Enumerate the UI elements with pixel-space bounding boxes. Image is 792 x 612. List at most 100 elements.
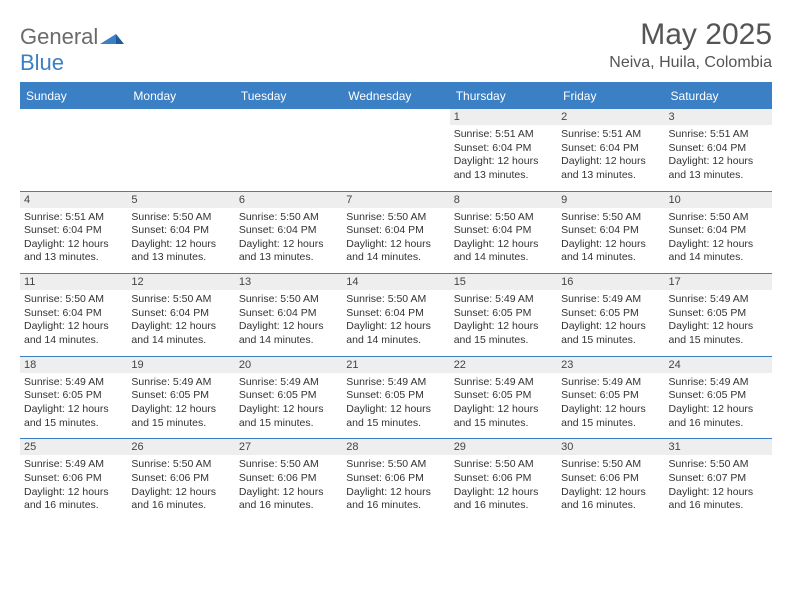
day-number-cell: 25 xyxy=(20,439,127,456)
sunrise-text: Sunrise: 5:50 AM xyxy=(239,293,338,307)
day-number-cell: 28 xyxy=(342,439,449,456)
sunrise-text: Sunrise: 5:51 AM xyxy=(24,211,123,225)
sunrise-text: Sunrise: 5:50 AM xyxy=(669,211,768,225)
sunset-text: Sunset: 6:05 PM xyxy=(131,389,230,403)
day-detail-cell: Sunrise: 5:49 AMSunset: 6:05 PMDaylight:… xyxy=(450,290,557,356)
day-detail-cell: Sunrise: 5:49 AMSunset: 6:05 PMDaylight:… xyxy=(235,373,342,439)
sunrise-text: Sunrise: 5:50 AM xyxy=(454,458,553,472)
logo-text-general: General xyxy=(20,24,98,49)
daylight-text-2: and 16 minutes. xyxy=(24,499,123,513)
day-detail-cell: Sunrise: 5:50 AMSunset: 6:04 PMDaylight:… xyxy=(665,208,772,274)
daylight-text-1: Daylight: 12 hours xyxy=(669,238,768,252)
day-number-cell: 30 xyxy=(557,439,664,456)
daylight-text-1: Daylight: 12 hours xyxy=(131,238,230,252)
daylight-text-2: and 14 minutes. xyxy=(346,251,445,265)
day-number-cell: 21 xyxy=(342,356,449,373)
sunrise-text: Sunrise: 5:51 AM xyxy=(669,128,768,142)
sunset-text: Sunset: 6:05 PM xyxy=(561,389,660,403)
daylight-text-1: Daylight: 12 hours xyxy=(669,486,768,500)
daylight-text-1: Daylight: 12 hours xyxy=(669,320,768,334)
daylight-text-1: Daylight: 12 hours xyxy=(24,403,123,417)
weekday-row: Sunday Monday Tuesday Wednesday Thursday… xyxy=(20,84,772,109)
day-detail-cell: Sunrise: 5:49 AMSunset: 6:05 PMDaylight:… xyxy=(665,373,772,439)
day-number-cell: 6 xyxy=(235,191,342,208)
daynum-row: 45678910 xyxy=(20,191,772,208)
daylight-text-2: and 14 minutes. xyxy=(561,251,660,265)
day-number-cell: 10 xyxy=(665,191,772,208)
daylight-text-1: Daylight: 12 hours xyxy=(346,486,445,500)
day-number-cell: 2 xyxy=(557,109,664,126)
sunset-text: Sunset: 6:05 PM xyxy=(561,307,660,321)
day-number-cell: 26 xyxy=(127,439,234,456)
logo: GeneralBlue xyxy=(20,18,126,76)
daylight-text-2: and 15 minutes. xyxy=(131,417,230,431)
daynum-row: 18192021222324 xyxy=(20,356,772,373)
day-detail-cell: Sunrise: 5:49 AMSunset: 6:05 PMDaylight:… xyxy=(342,373,449,439)
daylight-text-1: Daylight: 12 hours xyxy=(239,486,338,500)
sunset-text: Sunset: 6:06 PM xyxy=(346,472,445,486)
day-number-cell: 3 xyxy=(665,109,772,126)
sunrise-text: Sunrise: 5:49 AM xyxy=(454,376,553,390)
daylight-text-1: Daylight: 12 hours xyxy=(131,486,230,500)
daylight-text-1: Daylight: 12 hours xyxy=(346,320,445,334)
weekday-header: Wednesday xyxy=(342,84,449,109)
day-detail-cell: Sunrise: 5:49 AMSunset: 6:05 PMDaylight:… xyxy=(665,290,772,356)
sunrise-text: Sunrise: 5:50 AM xyxy=(561,211,660,225)
daylight-text-2: and 16 minutes. xyxy=(669,499,768,513)
day-number-cell: 24 xyxy=(665,356,772,373)
day-detail-cell: Sunrise: 5:50 AMSunset: 6:04 PMDaylight:… xyxy=(235,290,342,356)
daylight-text-2: and 15 minutes. xyxy=(669,334,768,348)
detail-row: Sunrise: 5:49 AMSunset: 6:06 PMDaylight:… xyxy=(20,455,772,521)
day-detail-cell: Sunrise: 5:50 AMSunset: 6:07 PMDaylight:… xyxy=(665,455,772,521)
day-detail-cell xyxy=(235,125,342,191)
sunrise-text: Sunrise: 5:49 AM xyxy=(669,293,768,307)
daylight-text-2: and 13 minutes. xyxy=(561,169,660,183)
sunset-text: Sunset: 6:06 PM xyxy=(454,472,553,486)
calendar-body: 123Sunrise: 5:51 AMSunset: 6:04 PMDaylig… xyxy=(20,109,772,521)
day-detail-cell: Sunrise: 5:50 AMSunset: 6:04 PMDaylight:… xyxy=(342,208,449,274)
sunset-text: Sunset: 6:04 PM xyxy=(561,224,660,238)
daylight-text-1: Daylight: 12 hours xyxy=(131,403,230,417)
daylight-text-1: Daylight: 12 hours xyxy=(561,486,660,500)
day-number-cell: 19 xyxy=(127,356,234,373)
day-number-cell: 22 xyxy=(450,356,557,373)
sunset-text: Sunset: 6:06 PM xyxy=(131,472,230,486)
sunset-text: Sunset: 6:04 PM xyxy=(346,307,445,321)
day-number-cell xyxy=(342,109,449,126)
daylight-text-2: and 13 minutes. xyxy=(669,169,768,183)
day-detail-cell: Sunrise: 5:49 AMSunset: 6:05 PMDaylight:… xyxy=(20,373,127,439)
sunset-text: Sunset: 6:04 PM xyxy=(131,224,230,238)
sunset-text: Sunset: 6:05 PM xyxy=(24,389,123,403)
daylight-text-2: and 13 minutes. xyxy=(24,251,123,265)
sunrise-text: Sunrise: 5:49 AM xyxy=(454,293,553,307)
month-title: May 2025 xyxy=(609,18,772,52)
calendar-page: GeneralBlue May 2025 Neiva, Huila, Colom… xyxy=(0,0,792,531)
daynum-row: 11121314151617 xyxy=(20,274,772,291)
daylight-text-1: Daylight: 12 hours xyxy=(561,320,660,334)
sunset-text: Sunset: 6:04 PM xyxy=(24,307,123,321)
day-number-cell: 1 xyxy=(450,109,557,126)
day-detail-cell: Sunrise: 5:51 AMSunset: 6:04 PMDaylight:… xyxy=(665,125,772,191)
weekday-header: Friday xyxy=(557,84,664,109)
daylight-text-1: Daylight: 12 hours xyxy=(346,403,445,417)
daylight-text-1: Daylight: 12 hours xyxy=(669,155,768,169)
sunset-text: Sunset: 6:05 PM xyxy=(454,307,553,321)
day-number-cell: 31 xyxy=(665,439,772,456)
day-detail-cell: Sunrise: 5:50 AMSunset: 6:04 PMDaylight:… xyxy=(127,208,234,274)
daylight-text-2: and 14 minutes. xyxy=(346,334,445,348)
sunrise-text: Sunrise: 5:50 AM xyxy=(239,211,338,225)
daylight-text-1: Daylight: 12 hours xyxy=(454,238,553,252)
day-number-cell: 23 xyxy=(557,356,664,373)
daylight-text-1: Daylight: 12 hours xyxy=(131,320,230,334)
sunrise-text: Sunrise: 5:49 AM xyxy=(239,376,338,390)
daylight-text-2: and 15 minutes. xyxy=(24,417,123,431)
daylight-text-1: Daylight: 12 hours xyxy=(24,486,123,500)
day-detail-cell: Sunrise: 5:50 AMSunset: 6:06 PMDaylight:… xyxy=(235,455,342,521)
sunrise-text: Sunrise: 5:49 AM xyxy=(24,458,123,472)
sunrise-text: Sunrise: 5:50 AM xyxy=(346,458,445,472)
location-text: Neiva, Huila, Colombia xyxy=(609,54,772,72)
day-number-cell: 18 xyxy=(20,356,127,373)
sunrise-text: Sunrise: 5:50 AM xyxy=(24,293,123,307)
sunset-text: Sunset: 6:04 PM xyxy=(454,224,553,238)
daynum-row: 123 xyxy=(20,109,772,126)
